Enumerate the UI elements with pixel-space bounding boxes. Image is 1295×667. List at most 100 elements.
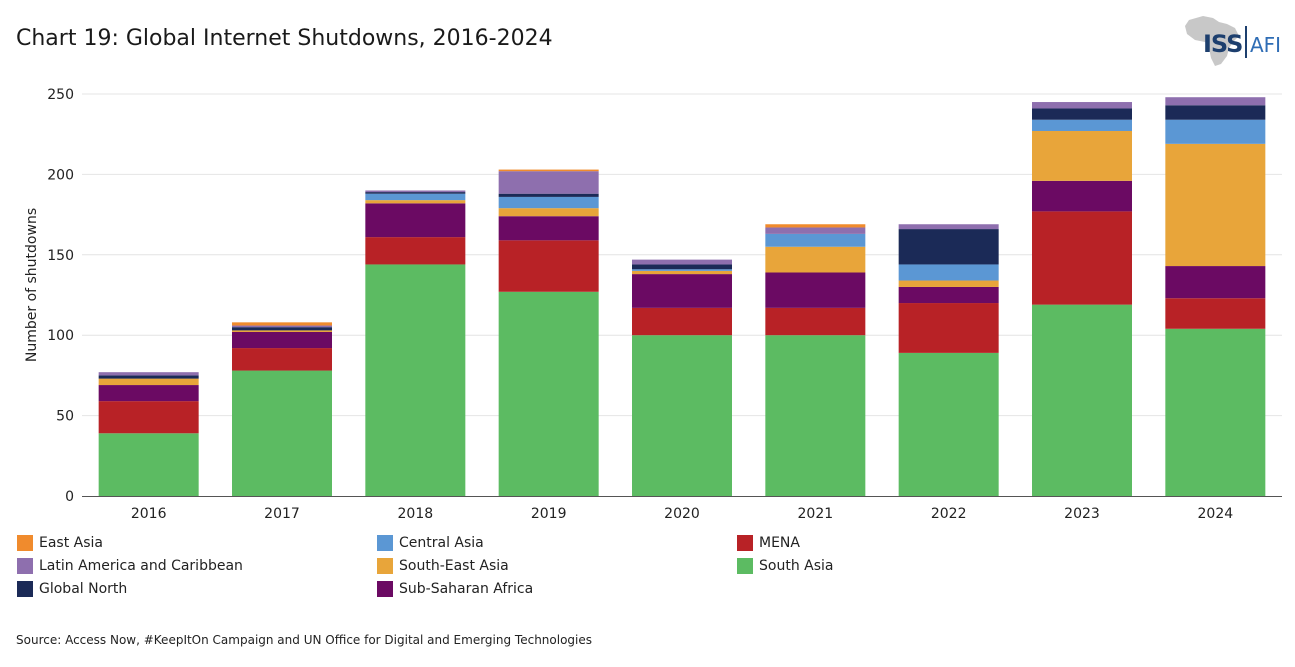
bar-south-east-asia-2021 bbox=[765, 246, 866, 273]
bar-sub-saharan-africa-2018 bbox=[365, 203, 466, 238]
y-tick-label: 200 bbox=[47, 167, 74, 183]
legend-item-sub-saharan-africa: Sub-Saharan Africa bbox=[377, 579, 737, 598]
bar-south-asia-2022 bbox=[898, 352, 999, 496]
legend-label: East Asia bbox=[39, 534, 103, 551]
bar-sub-saharan-africa-2021 bbox=[765, 272, 866, 308]
bar-global-north-2016 bbox=[98, 375, 199, 379]
x-tick-label: 2019 bbox=[531, 506, 567, 520]
x-tick-label: 2021 bbox=[798, 506, 834, 520]
legend-label: MENA bbox=[759, 534, 800, 551]
bar-south-east-asia-2020 bbox=[632, 270, 732, 275]
y-tick-label: 0 bbox=[65, 489, 74, 505]
bar-east-asia-2019 bbox=[498, 169, 599, 172]
y-tick-label: 150 bbox=[47, 248, 74, 264]
bar-south-asia-2017 bbox=[232, 370, 332, 496]
bar-global-north-2023 bbox=[1032, 108, 1132, 120]
y-tick-label: 250 bbox=[47, 87, 74, 103]
bar-sub-saharan-africa-2016 bbox=[98, 385, 199, 402]
bar-south-east-asia-2018 bbox=[365, 200, 466, 204]
source-note: Source: Access Now, #KeepItOn Campaign a… bbox=[16, 633, 593, 647]
bar-global-north-2019 bbox=[498, 193, 599, 197]
bar-sub-saharan-africa-2024 bbox=[1165, 266, 1266, 299]
x-tick-label: 2022 bbox=[931, 506, 967, 520]
bar-latin-america-and-caribbean-2019 bbox=[498, 171, 599, 194]
bar-central-asia-2024 bbox=[1165, 119, 1266, 144]
legend-label: Central Asia bbox=[399, 534, 484, 551]
legend-swatch bbox=[17, 557, 33, 574]
bar-south-asia-2018 bbox=[365, 264, 466, 496]
bar-south-east-asia-2024 bbox=[1165, 143, 1266, 267]
legend-item-south-east-asia: South-East Asia bbox=[377, 556, 737, 575]
y-tick-label: 50 bbox=[56, 409, 74, 425]
legend-label: Latin America and Caribbean bbox=[39, 557, 243, 574]
chart-title: Chart 19: Global Internet Shutdowns, 201… bbox=[16, 26, 553, 51]
bar-central-asia-2019 bbox=[498, 196, 599, 209]
legend-swatch bbox=[377, 557, 393, 574]
bar-south-asia-2016 bbox=[98, 433, 199, 496]
iss-afi-logo: ISS AFI bbox=[1183, 14, 1283, 68]
bar-global-north-2024 bbox=[1165, 105, 1266, 120]
legend-item-latin-america-and-caribbean: Latin America and Caribbean bbox=[17, 556, 377, 575]
bar-latin-america-and-caribbean-2016 bbox=[98, 372, 199, 376]
logo-divider bbox=[1245, 26, 1247, 58]
legend-swatch bbox=[377, 580, 393, 597]
bar-global-north-2017 bbox=[232, 327, 332, 331]
bar-mena-2016 bbox=[98, 401, 199, 434]
bar-mena-2017 bbox=[232, 348, 332, 371]
bar-sub-saharan-africa-2022 bbox=[898, 286, 999, 304]
bar-central-asia-2020 bbox=[632, 269, 732, 271]
legend-swatch bbox=[377, 534, 393, 551]
bar-central-asia-2022 bbox=[898, 264, 999, 281]
logo-iss-text: ISS bbox=[1203, 30, 1243, 58]
bar-south-east-asia-2016 bbox=[98, 378, 199, 386]
chart-legend: East Asia Central Asia MENA Latin America a… bbox=[17, 533, 1117, 598]
bar-mena-2023 bbox=[1032, 211, 1132, 305]
bar-mena-2021 bbox=[765, 307, 866, 336]
legend-item-mena: MENA bbox=[737, 533, 1097, 552]
africa-map-icon bbox=[1185, 16, 1239, 66]
legend-item-central-asia: Central Asia bbox=[377, 533, 737, 552]
bar-mena-2018 bbox=[365, 237, 466, 265]
x-tick-label: 2018 bbox=[398, 506, 434, 520]
bar-south-asia-2021 bbox=[765, 335, 866, 496]
bar-mena-2019 bbox=[498, 240, 599, 292]
bar-global-north-2018 bbox=[365, 192, 466, 194]
bar-global-north-2022 bbox=[898, 229, 999, 265]
bar-sub-saharan-africa-2023 bbox=[1032, 180, 1132, 212]
legend-item-global-north: Global North bbox=[17, 579, 377, 598]
bar-mena-2022 bbox=[898, 303, 999, 353]
bar-latin-america-and-caribbean-2021 bbox=[765, 227, 866, 234]
bar-latin-america-and-caribbean-2024 bbox=[1165, 97, 1266, 106]
bar-south-asia-2023 bbox=[1032, 304, 1132, 496]
bar-south-asia-2024 bbox=[1165, 328, 1266, 496]
bar-central-asia-2023 bbox=[1032, 119, 1132, 131]
legend-item-east-asia: East Asia bbox=[17, 533, 377, 552]
legend-swatch bbox=[737, 557, 753, 574]
bar-central-asia-2021 bbox=[765, 233, 866, 247]
bar-mena-2020 bbox=[632, 307, 732, 336]
bar-latin-america-and-caribbean-2022 bbox=[898, 224, 999, 230]
bar-south-asia-2020 bbox=[632, 335, 732, 496]
bar-sub-saharan-africa-2017 bbox=[232, 331, 332, 349]
bar-latin-america-and-caribbean-2018 bbox=[365, 190, 466, 193]
legend-swatch bbox=[737, 534, 753, 551]
logo-afi-text: AFI bbox=[1250, 33, 1282, 57]
bar-south-asia-2019 bbox=[498, 291, 599, 496]
bar-south-east-asia-2017 bbox=[232, 330, 332, 332]
legend-label: Global North bbox=[39, 580, 128, 597]
x-tick-label: 2024 bbox=[1198, 506, 1234, 520]
legend-swatch bbox=[17, 534, 33, 551]
x-tick-label: 2023 bbox=[1064, 506, 1100, 520]
bar-sub-saharan-africa-2020 bbox=[632, 274, 732, 308]
bar-latin-america-and-caribbean-2023 bbox=[1032, 102, 1132, 109]
bar-east-asia-2021 bbox=[765, 224, 866, 228]
x-tick-label: 2016 bbox=[131, 506, 167, 520]
bar-east-asia-2017 bbox=[232, 322, 332, 326]
bar-south-east-asia-2019 bbox=[498, 208, 599, 217]
legend-label: Sub-Saharan Africa bbox=[399, 580, 534, 597]
legend-label: South-East Asia bbox=[399, 557, 509, 574]
bar-mena-2024 bbox=[1165, 298, 1266, 329]
legend-swatch bbox=[17, 580, 33, 597]
bar-sub-saharan-africa-2019 bbox=[498, 216, 599, 241]
y-tick-label: 100 bbox=[47, 328, 74, 344]
